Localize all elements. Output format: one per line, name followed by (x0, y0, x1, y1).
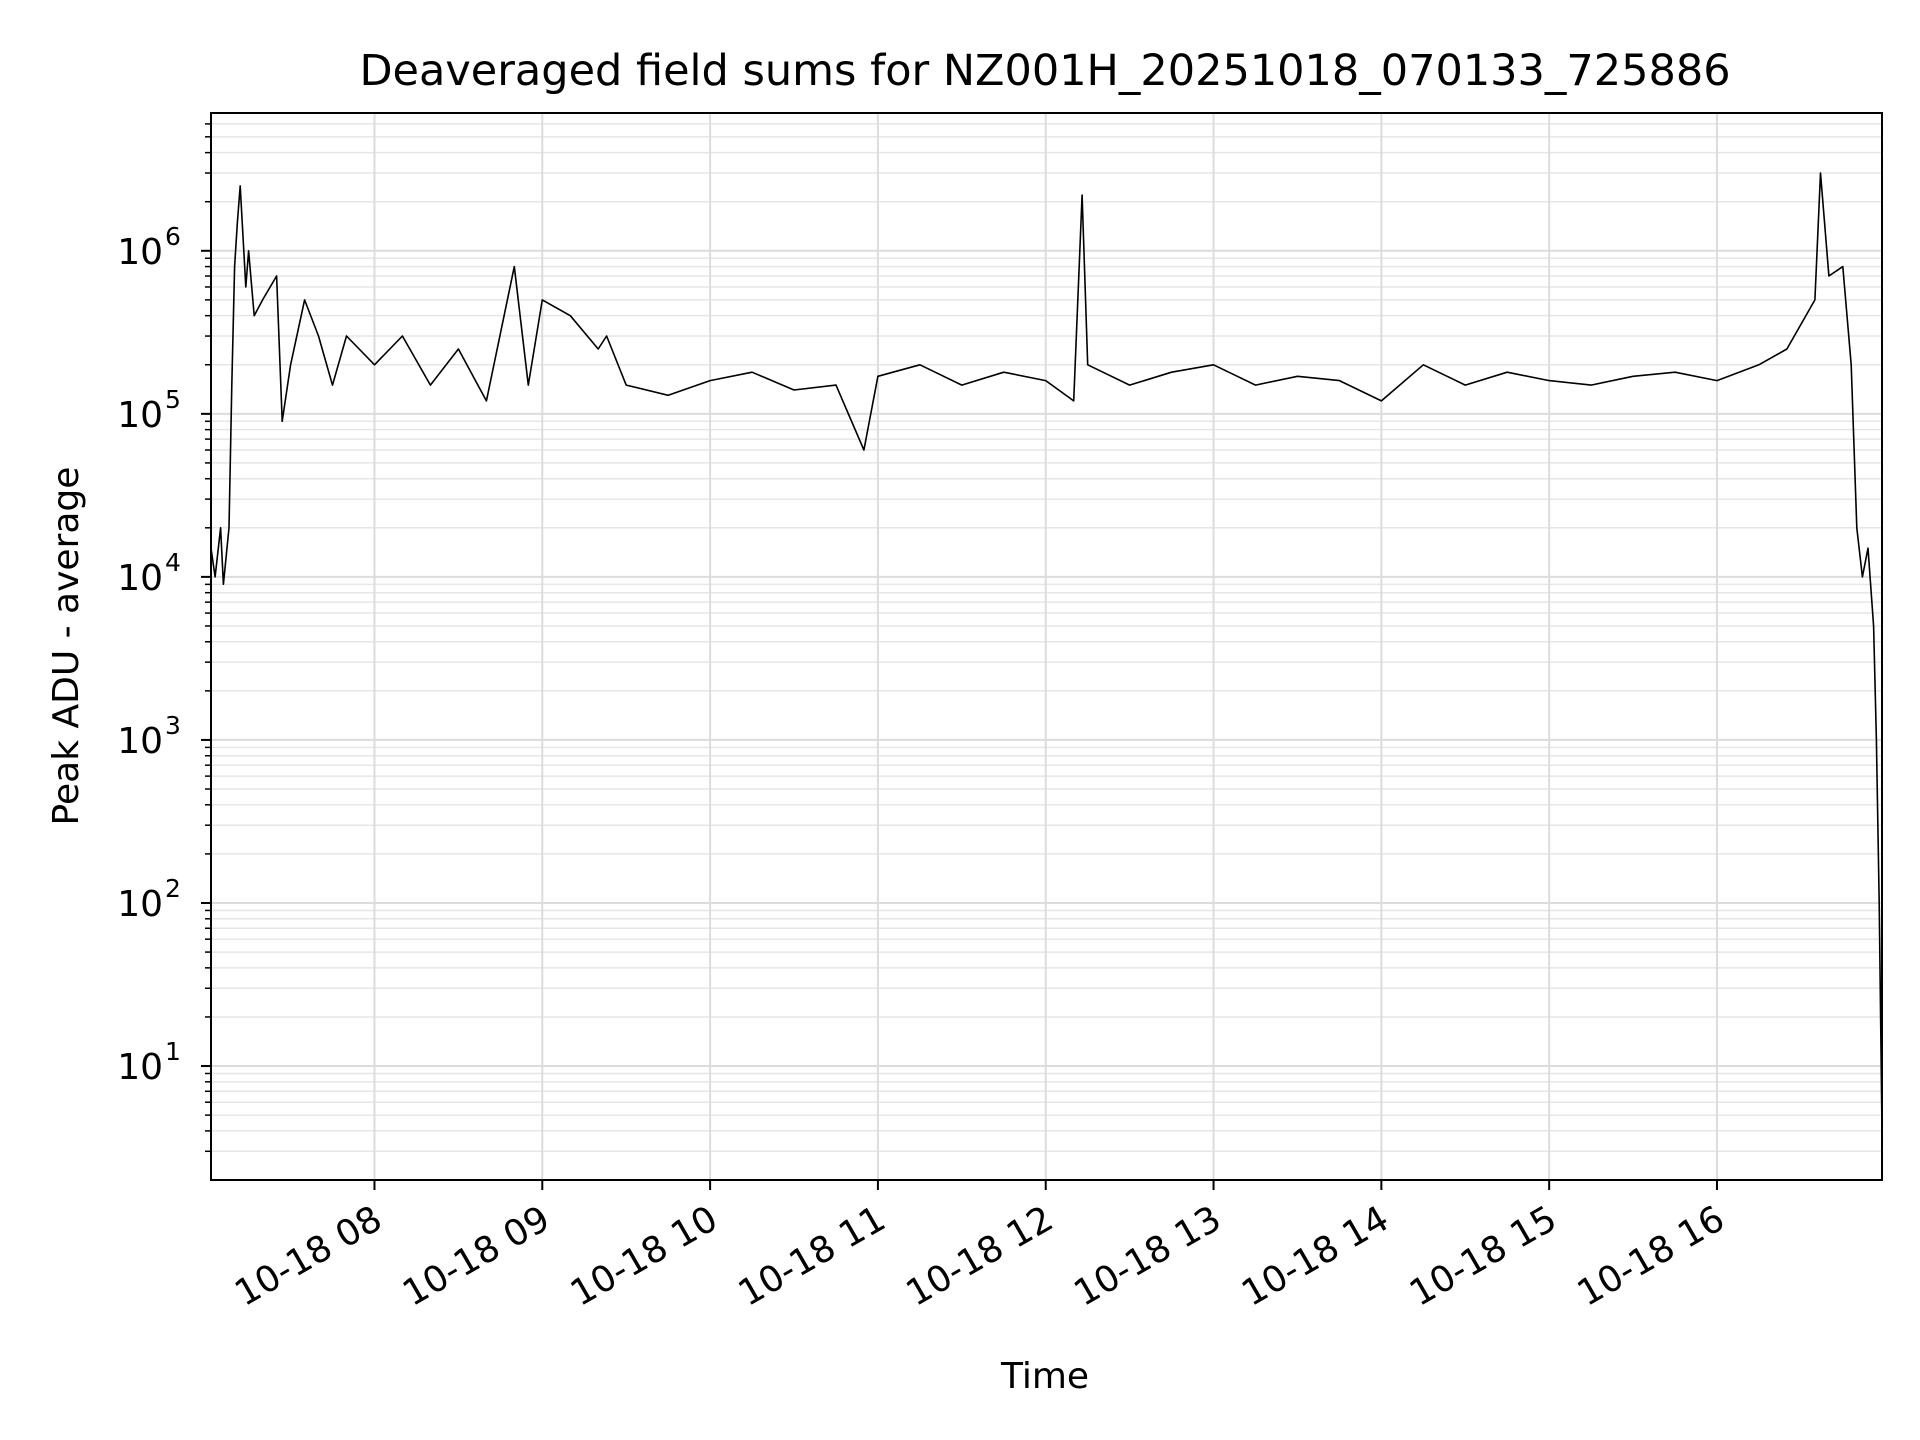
y-axis-label: Peak ADU - average (46, 467, 87, 826)
y-tick-label: 10 (117, 1047, 163, 1088)
y-tick-label: 10 (117, 884, 163, 925)
series-line (210, 172, 1883, 1131)
y-tick-exponent: 6 (165, 222, 181, 251)
y-tick-exponent: 3 (165, 711, 181, 740)
grid-lines (211, 113, 1882, 1180)
chart-title: Deaveraged field sums for NZ001H_2025101… (359, 46, 1730, 96)
series-layer (210, 172, 1883, 1131)
y-tick-exponent: 2 (165, 874, 181, 903)
x-axis-label: Time (1000, 1356, 1089, 1397)
y-tick-exponent: 5 (165, 385, 181, 414)
y-tick-exponent: 4 (165, 548, 181, 577)
y-tick-exponent: 1 (165, 1037, 181, 1066)
y-tick-label: 10 (117, 721, 163, 762)
y-tick-label: 10 (117, 558, 163, 599)
y-tick-label: 10 (117, 232, 163, 273)
y-tick-label: 10 (117, 395, 163, 436)
